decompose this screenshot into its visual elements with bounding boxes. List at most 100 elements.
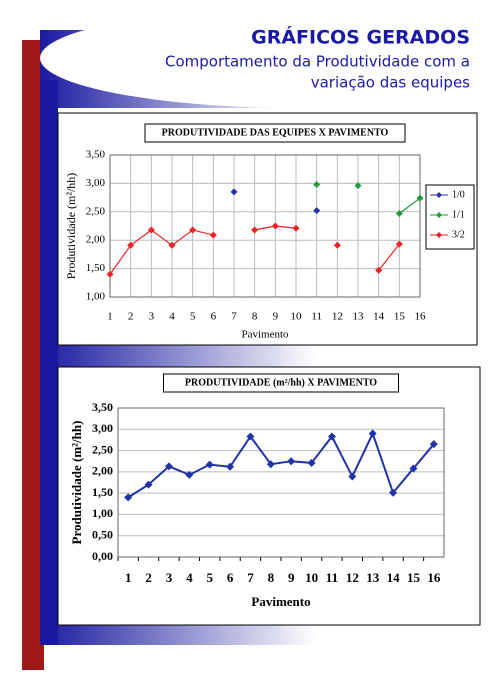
x-tick-label: 2 bbox=[145, 570, 152, 585]
x-tick-label: 2 bbox=[128, 311, 134, 323]
x-tick-label: 4 bbox=[169, 311, 175, 323]
y-tick-label: 0,00 bbox=[92, 549, 113, 563]
series-line bbox=[398, 197, 421, 214]
y-tick-label: 2,50 bbox=[92, 442, 113, 456]
data-point bbox=[246, 432, 255, 441]
x-tick-label: 8 bbox=[252, 311, 258, 323]
y-axis-label: Produtividade (m²/hh) bbox=[64, 173, 78, 280]
x-tick-label: 13 bbox=[353, 311, 365, 323]
data-point bbox=[287, 457, 296, 466]
blue-strip bbox=[40, 80, 58, 645]
x-tick-label: 1 bbox=[125, 570, 132, 585]
y-tick-label: 1,50 bbox=[86, 262, 106, 274]
data-point bbox=[266, 460, 275, 469]
data-point bbox=[395, 240, 403, 248]
data-point bbox=[389, 488, 398, 497]
data-point bbox=[189, 226, 197, 234]
x-axis-label: Pavimento bbox=[251, 594, 310, 609]
legend-label: 1/1 bbox=[452, 209, 465, 220]
x-tick-label: 3 bbox=[149, 311, 155, 323]
y-tick-label: 1,00 bbox=[92, 506, 113, 520]
x-tick-label: 15 bbox=[407, 570, 421, 585]
data-point bbox=[395, 210, 403, 218]
bottom-band bbox=[40, 625, 500, 645]
y-tick-label: 1,50 bbox=[92, 485, 113, 499]
data-point bbox=[251, 226, 259, 234]
series-line bbox=[127, 430, 435, 499]
data-point bbox=[292, 224, 300, 232]
x-tick-label: 14 bbox=[373, 311, 385, 323]
data-point bbox=[368, 429, 377, 438]
legend-box bbox=[425, 184, 475, 250]
x-tick-label: 4 bbox=[186, 570, 193, 585]
plot-frame bbox=[109, 154, 421, 298]
legend-marker bbox=[436, 192, 442, 198]
header-ellipse bbox=[40, 8, 500, 108]
data-point bbox=[164, 462, 173, 471]
data-point bbox=[375, 266, 383, 274]
x-tick-label: 6 bbox=[227, 570, 234, 585]
y-tick-label: 2,00 bbox=[86, 234, 106, 246]
legend-label: 3/2 bbox=[452, 229, 465, 240]
data-point bbox=[144, 480, 153, 489]
x-tick-label: 16 bbox=[415, 311, 427, 323]
data-point bbox=[271, 222, 279, 230]
data-point bbox=[327, 432, 336, 441]
data-point bbox=[354, 182, 362, 190]
x-tick-label: 13 bbox=[366, 570, 380, 585]
x-tick-label: 5 bbox=[206, 570, 213, 585]
x-tick-label: 14 bbox=[387, 570, 401, 585]
y-tick-label: 1,00 bbox=[86, 291, 106, 303]
plot-frame bbox=[117, 407, 445, 558]
y-tick-label: 2,00 bbox=[92, 464, 113, 478]
x-tick-label: 12 bbox=[332, 311, 343, 323]
data-point bbox=[230, 188, 238, 196]
data-point bbox=[348, 472, 357, 481]
y-tick-label: 3,00 bbox=[86, 177, 106, 189]
y-tick-label: 3,50 bbox=[86, 149, 106, 161]
x-tick-label: 16 bbox=[427, 570, 441, 585]
data-point bbox=[307, 458, 316, 467]
x-tick-label: 7 bbox=[231, 311, 237, 323]
x-tick-label: 10 bbox=[291, 311, 303, 323]
x-tick-label: 10 bbox=[305, 570, 318, 585]
x-tick-label: 1 bbox=[107, 311, 113, 323]
x-tick-label: 9 bbox=[273, 311, 279, 323]
title-box bbox=[163, 373, 399, 393]
chart-frame bbox=[57, 366, 481, 626]
data-point bbox=[313, 207, 321, 215]
x-axis-label: Pavimento bbox=[241, 329, 289, 341]
legend-marker bbox=[436, 232, 442, 238]
page-title: GRÁFICOS GERADOS bbox=[251, 26, 470, 49]
x-tick-label: 12 bbox=[346, 570, 359, 585]
x-tick-label: 7 bbox=[247, 570, 254, 585]
data-point bbox=[205, 460, 214, 469]
data-point bbox=[209, 231, 217, 239]
page-subtitle: variação das equipes bbox=[311, 74, 470, 92]
data-point bbox=[429, 440, 438, 449]
red-strip bbox=[22, 40, 44, 670]
x-tick-label: 8 bbox=[268, 570, 275, 585]
data-point bbox=[168, 241, 176, 249]
data-point bbox=[333, 241, 341, 249]
x-tick-label: 5 bbox=[190, 311, 196, 323]
x-tick-label: 3 bbox=[166, 570, 173, 585]
data-point bbox=[409, 464, 418, 473]
chart-title: PRODUTIVIDADE DAS EQUIPES X PAVIMENTO bbox=[162, 127, 389, 138]
y-tick-label: 3,00 bbox=[92, 421, 113, 435]
x-tick-label: 6 bbox=[211, 311, 217, 323]
y-tick-label: 2,50 bbox=[86, 205, 106, 217]
data-point bbox=[416, 194, 424, 202]
data-point bbox=[226, 462, 235, 471]
data-point bbox=[106, 270, 114, 278]
data-point bbox=[185, 470, 194, 479]
data-point bbox=[124, 493, 133, 502]
data-point bbox=[127, 241, 135, 249]
y-axis-label: Produtividade (m²/hh) bbox=[69, 421, 84, 545]
data-point bbox=[313, 181, 321, 189]
y-tick-label: 3,50 bbox=[92, 400, 113, 414]
x-tick-label: 11 bbox=[326, 570, 338, 585]
y-tick-label: 0,50 bbox=[92, 527, 113, 541]
x-tick-label: 11 bbox=[311, 311, 322, 323]
